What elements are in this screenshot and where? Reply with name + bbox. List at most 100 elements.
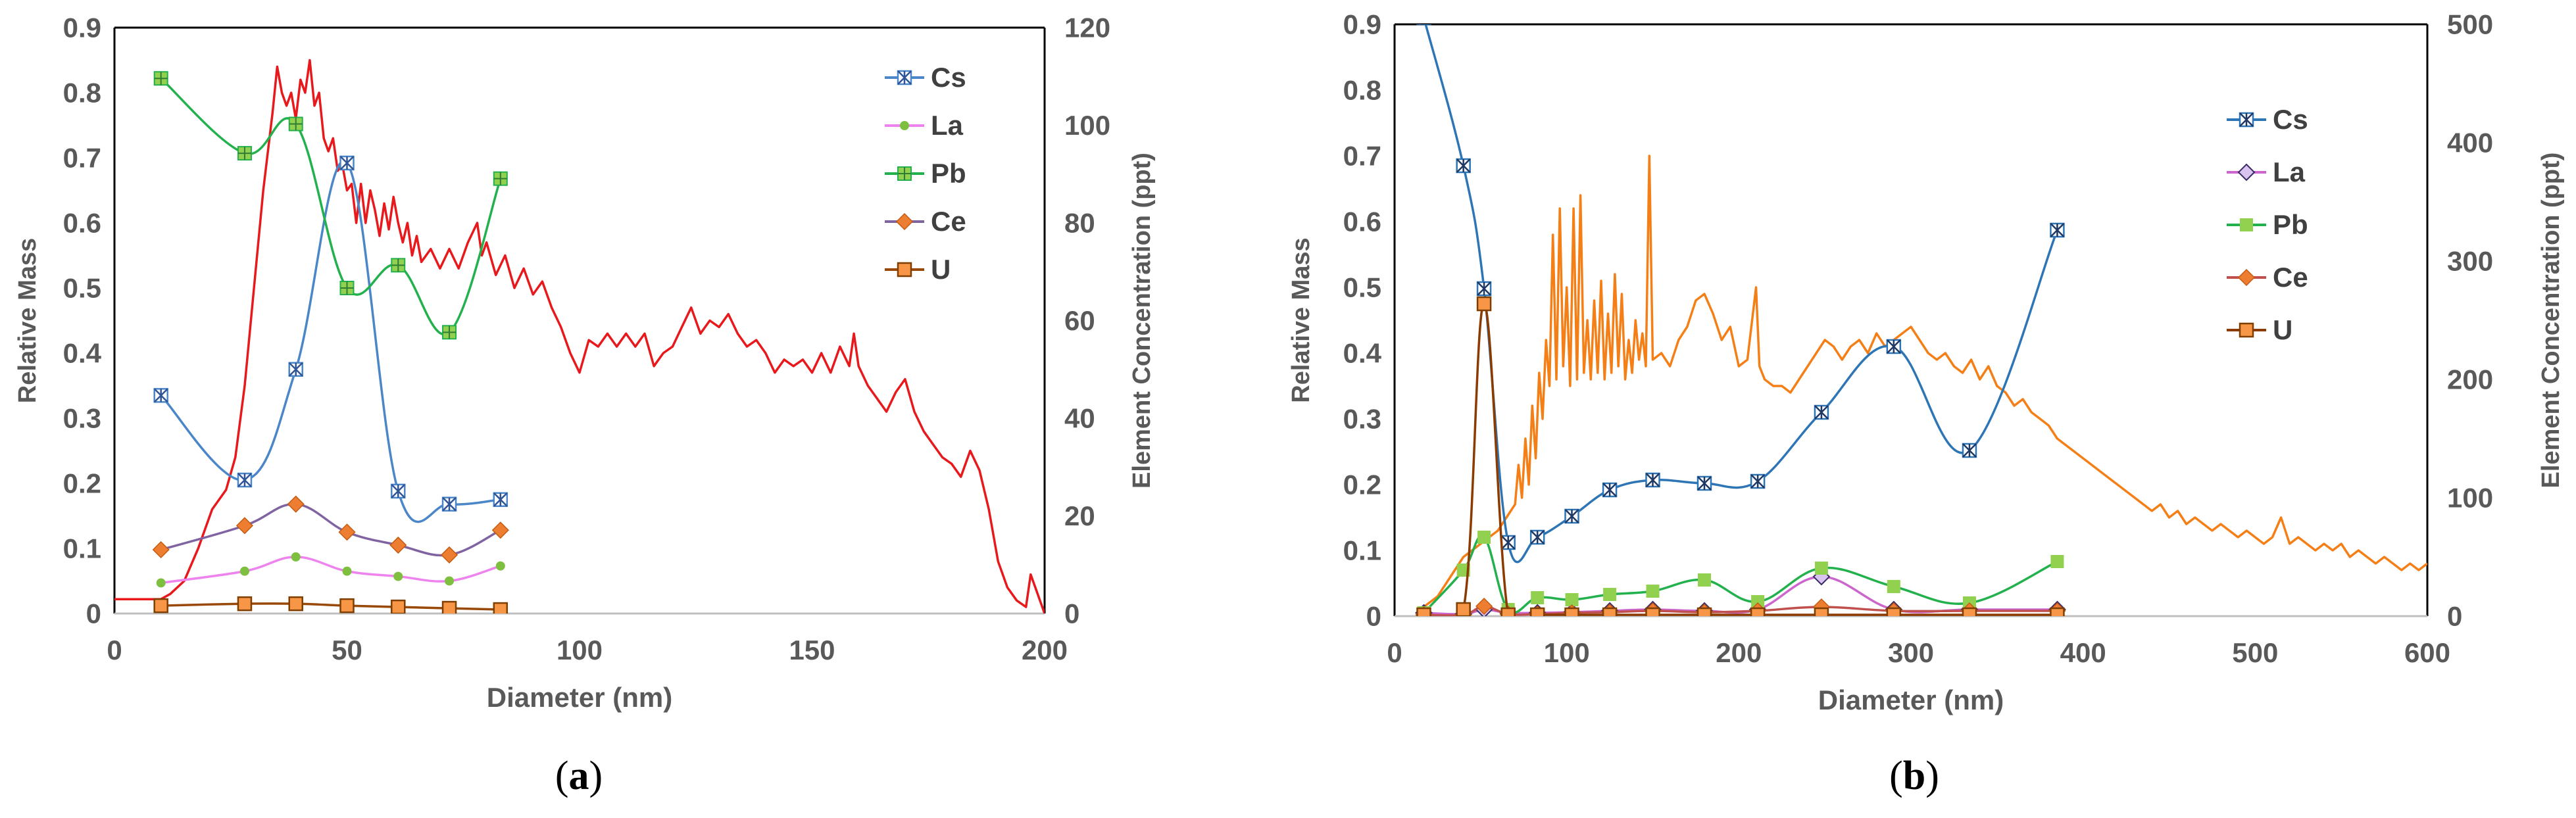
legend-marker-la — [900, 121, 909, 130]
legend-marker-u — [897, 262, 912, 277]
series-point-pb — [1477, 531, 1491, 544]
series-point-cs-cross — [1750, 474, 1766, 489]
y-tick-label: 0 — [86, 598, 101, 629]
series-point-cs-cross — [442, 496, 457, 512]
series-point-cs-cross — [1456, 158, 1471, 173]
series-point-cs-cross — [1602, 483, 1617, 497]
series-point-cs-cross — [1886, 339, 1901, 354]
series-point-ce — [491, 521, 509, 539]
y2-tick-label: 500 — [2447, 9, 2493, 40]
legend-marker-cs-cross — [2239, 112, 2254, 127]
series-point-cs-cross — [1417, 24, 1431, 25]
x-tick-label: 0 — [1387, 637, 1402, 668]
x-tick-label: 100 — [1544, 637, 1590, 668]
legend-label-cs: Cs — [2273, 104, 2308, 135]
y-tick-label: 0.2 — [63, 468, 101, 499]
series-point-u — [1962, 607, 1977, 616]
series-line-cs — [160, 160, 501, 523]
x-tick-label: 600 — [2404, 637, 2450, 668]
series-point-la — [156, 578, 166, 588]
series-point-u — [1416, 607, 1431, 616]
panel-label: (a) — [555, 754, 603, 798]
x-tick-label: 0 — [107, 635, 122, 665]
series-point-cs-cross — [1645, 473, 1660, 487]
series-point-u — [1886, 607, 1902, 616]
series-point-u — [1564, 607, 1579, 616]
series-point-pb — [2050, 555, 2064, 568]
legend-marker-ce — [895, 212, 914, 231]
x-tick-label: 200 — [1716, 637, 1762, 668]
series-point-cs-cross — [237, 473, 252, 487]
chart-panel-b: 0 0.1 0.2 0.3 0.4 0.5 0.6 0.7 0.8 0.9 0 100 200 300 40… — [1287, 9, 2565, 798]
series-point-cs-cross — [391, 483, 406, 498]
y-tick-label: 0.8 — [1343, 75, 1381, 106]
series-point-pb — [1814, 562, 1828, 575]
y2-axis-title: Element Concentration (ppt) — [1128, 153, 1156, 489]
y-tick-label: 0.9 — [1343, 9, 1381, 40]
y-tick-label: 0.3 — [63, 403, 101, 434]
legend-label-pb: Pb — [2273, 209, 2308, 240]
y-axis-title: Relative Mass — [1287, 237, 1315, 402]
y2-tick-label: 200 — [2447, 364, 2493, 395]
y2-tick-label: 100 — [2447, 483, 2493, 514]
panel-label-open: ( — [1889, 754, 1903, 798]
panel-label-letter: b — [1903, 754, 1925, 798]
y-tick-label: 0 — [1366, 601, 1381, 632]
legend-label-la: La — [2273, 156, 2306, 187]
series-point-pb — [1565, 593, 1579, 606]
x-tick-label: 50 — [332, 635, 362, 665]
y2-tick-label: 0 — [2447, 601, 2462, 632]
legend-label-u: U — [931, 254, 951, 285]
series-point-pb-cross — [237, 147, 251, 160]
y-tick-label: 0.2 — [1343, 469, 1381, 500]
legend: Cs La Pb Ce U — [885, 62, 966, 285]
x-axis-title: Diameter (nm) — [487, 682, 672, 713]
series-point-la — [239, 566, 249, 576]
legend-label-pb: Pb — [931, 158, 966, 189]
y-axis-title: Relative Mass — [14, 238, 41, 403]
y-tick-label: 0.7 — [1343, 141, 1381, 172]
legend-label-la: La — [931, 110, 964, 141]
series-point-ce — [287, 495, 305, 513]
plot-area — [114, 59, 1045, 614]
x-tick-label: 300 — [1888, 637, 1934, 668]
mass-distribution-line — [1420, 155, 2427, 611]
legend-label-u: U — [2273, 314, 2292, 345]
legend-marker-pb — [2240, 218, 2253, 231]
x-axis-title: Diameter (nm) — [1818, 685, 2004, 715]
series-point-la — [495, 561, 505, 571]
series-point-la — [291, 552, 301, 562]
series-point-u — [1814, 607, 1829, 616]
y2-tick-label: 100 — [1064, 110, 1110, 141]
series-point-ce — [1475, 597, 1493, 615]
legend-label-ce: Ce — [931, 206, 966, 237]
series-point-cs-cross — [1530, 530, 1545, 544]
series-point-ce — [235, 517, 254, 535]
series-point-cs-cross — [1814, 405, 1829, 420]
series-point-cs-cross — [493, 492, 508, 507]
series-point-pb-cross — [493, 172, 507, 185]
series-point-cs-cross — [288, 362, 303, 377]
x-tick-label: 200 — [1022, 635, 1068, 665]
series-point-u — [441, 600, 457, 614]
series-point-ce — [152, 541, 170, 559]
series-point-u — [391, 599, 406, 614]
series-point-u — [1602, 607, 1618, 616]
series-point-u — [1456, 602, 1471, 616]
series-point-ce — [338, 523, 356, 541]
x-tick-label: 500 — [2232, 637, 2278, 668]
y2-tick-label: 120 — [1064, 12, 1110, 43]
series-point-pb — [1531, 591, 1545, 604]
y-tick-label: 0.4 — [1343, 338, 1382, 369]
legend: Cs La Pb Ce U — [2227, 104, 2308, 345]
series-point-u — [1750, 607, 1766, 616]
series-point-pb-cross — [443, 325, 457, 339]
y-tick-label: 0.5 — [1343, 272, 1381, 303]
series-point-cs — [1416, 24, 1431, 26]
y-tick-label: 0.9 — [63, 12, 101, 43]
series-point-ce — [440, 546, 458, 564]
series-point-u — [153, 598, 168, 614]
series-line-cs — [1424, 24, 2059, 564]
y-tick-label: 0.6 — [63, 208, 101, 239]
